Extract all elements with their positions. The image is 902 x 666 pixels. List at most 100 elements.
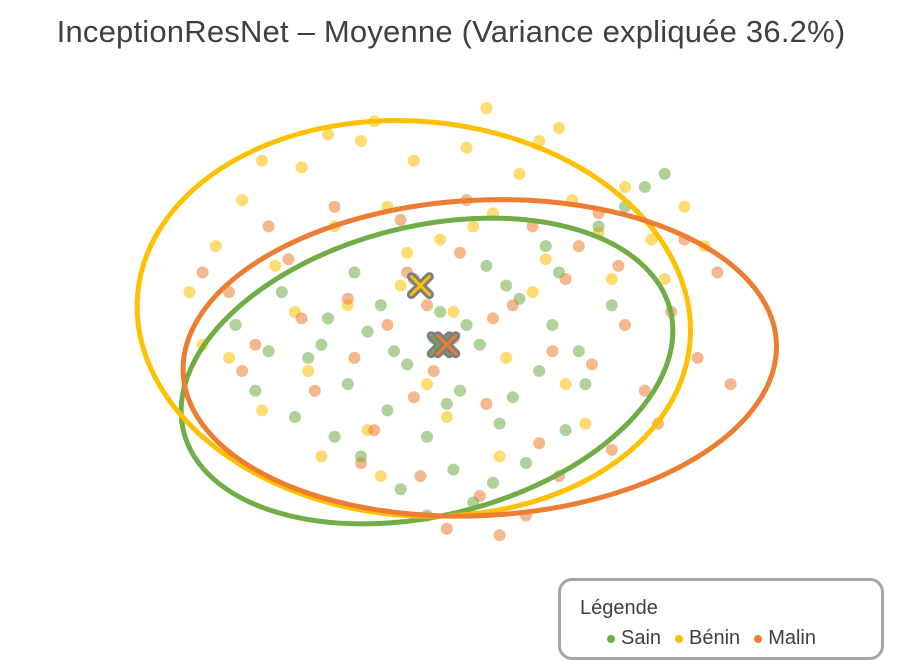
data-point	[249, 338, 262, 351]
legend: Légende Sain Bénin Malin	[558, 578, 884, 660]
data-point	[361, 325, 374, 338]
data-point	[559, 378, 572, 391]
data-point	[262, 345, 275, 358]
legend-marker-benin	[675, 634, 684, 643]
data-point	[348, 351, 361, 364]
data-point	[619, 181, 631, 193]
data-point	[500, 351, 513, 364]
data-point	[236, 194, 249, 207]
data-point	[487, 476, 499, 489]
data-point	[493, 417, 506, 430]
data-point	[579, 417, 592, 430]
legend-item-benin: Bénin	[675, 627, 740, 650]
data-point	[513, 167, 526, 180]
data-point	[480, 259, 493, 272]
data-point	[553, 266, 565, 279]
legend-item-malin: Malin	[754, 627, 816, 650]
data-point	[348, 266, 361, 279]
data-point	[394, 279, 407, 292]
data-point	[467, 220, 480, 233]
data-point	[341, 378, 354, 391]
legend-label-sain: Sain	[621, 627, 662, 649]
data-point	[223, 351, 235, 364]
centroid-marker-benin	[406, 272, 434, 300]
data-point	[480, 102, 493, 115]
data-point	[559, 424, 572, 437]
data-point	[579, 378, 592, 391]
data-point	[269, 259, 282, 272]
data-point	[513, 292, 526, 305]
legend-marker-sain	[607, 634, 615, 643]
data-point	[678, 200, 691, 213]
data-point	[520, 457, 532, 469]
data-point	[493, 529, 506, 542]
data-point	[553, 121, 565, 134]
data-point	[368, 424, 381, 437]
data-point	[434, 233, 447, 246]
data-point	[605, 273, 618, 285]
data-point	[539, 253, 552, 266]
data-point	[236, 365, 249, 377]
data-point	[711, 266, 724, 279]
series-benin-points	[183, 102, 711, 483]
legend-item-sain: Sain	[607, 627, 661, 650]
confidence-ellipse-sain	[178, 215, 676, 527]
data-point	[533, 437, 546, 450]
data-point	[315, 450, 328, 463]
data-point	[302, 351, 315, 364]
data-point	[328, 430, 341, 443]
data-point	[374, 299, 387, 312]
data-point	[658, 273, 671, 285]
series-malin-points	[196, 194, 737, 542]
data-point	[223, 286, 235, 299]
data-point	[289, 411, 301, 423]
data-point	[355, 135, 367, 147]
data-point	[322, 312, 334, 325]
data-point	[302, 365, 315, 377]
data-point	[262, 220, 275, 233]
data-point	[421, 430, 433, 443]
data-point	[282, 253, 295, 266]
data-point	[407, 391, 420, 404]
data-point	[249, 384, 262, 397]
legend-items: Sain Bénin Malin	[607, 627, 816, 650]
legend-title: Légende	[580, 597, 658, 619]
data-point	[691, 351, 704, 364]
data-point	[394, 483, 407, 496]
data-point	[388, 345, 400, 358]
centroid-marker-malin	[433, 331, 461, 359]
data-point	[401, 246, 414, 259]
data-point	[427, 365, 440, 377]
data-point	[421, 299, 433, 312]
data-point	[619, 319, 631, 331]
data-point	[440, 397, 453, 410]
data-point	[209, 240, 222, 253]
data-point	[487, 312, 499, 325]
data-point	[533, 365, 546, 377]
data-point	[401, 358, 414, 371]
data-point	[526, 286, 539, 299]
data-point	[295, 161, 308, 174]
data-point	[440, 522, 453, 535]
data-point	[638, 181, 651, 193]
data-point	[473, 338, 486, 351]
data-point	[322, 128, 334, 141]
data-point	[605, 299, 618, 312]
confidence-ellipse-malin	[180, 197, 780, 519]
legend-label-benin: Bénin	[689, 627, 741, 649]
data-point	[460, 141, 473, 154]
data-point	[394, 213, 407, 226]
data-point	[454, 384, 466, 397]
legend-label-malin: Malin	[768, 627, 816, 649]
data-point	[183, 286, 196, 299]
data-point	[546, 345, 559, 358]
data-point	[447, 463, 460, 476]
data-point	[480, 397, 493, 410]
data-point	[256, 404, 268, 417]
data-point	[658, 167, 671, 180]
data-point	[586, 358, 598, 371]
data-point	[196, 266, 209, 279]
data-point	[605, 443, 618, 456]
data-point	[421, 378, 433, 391]
